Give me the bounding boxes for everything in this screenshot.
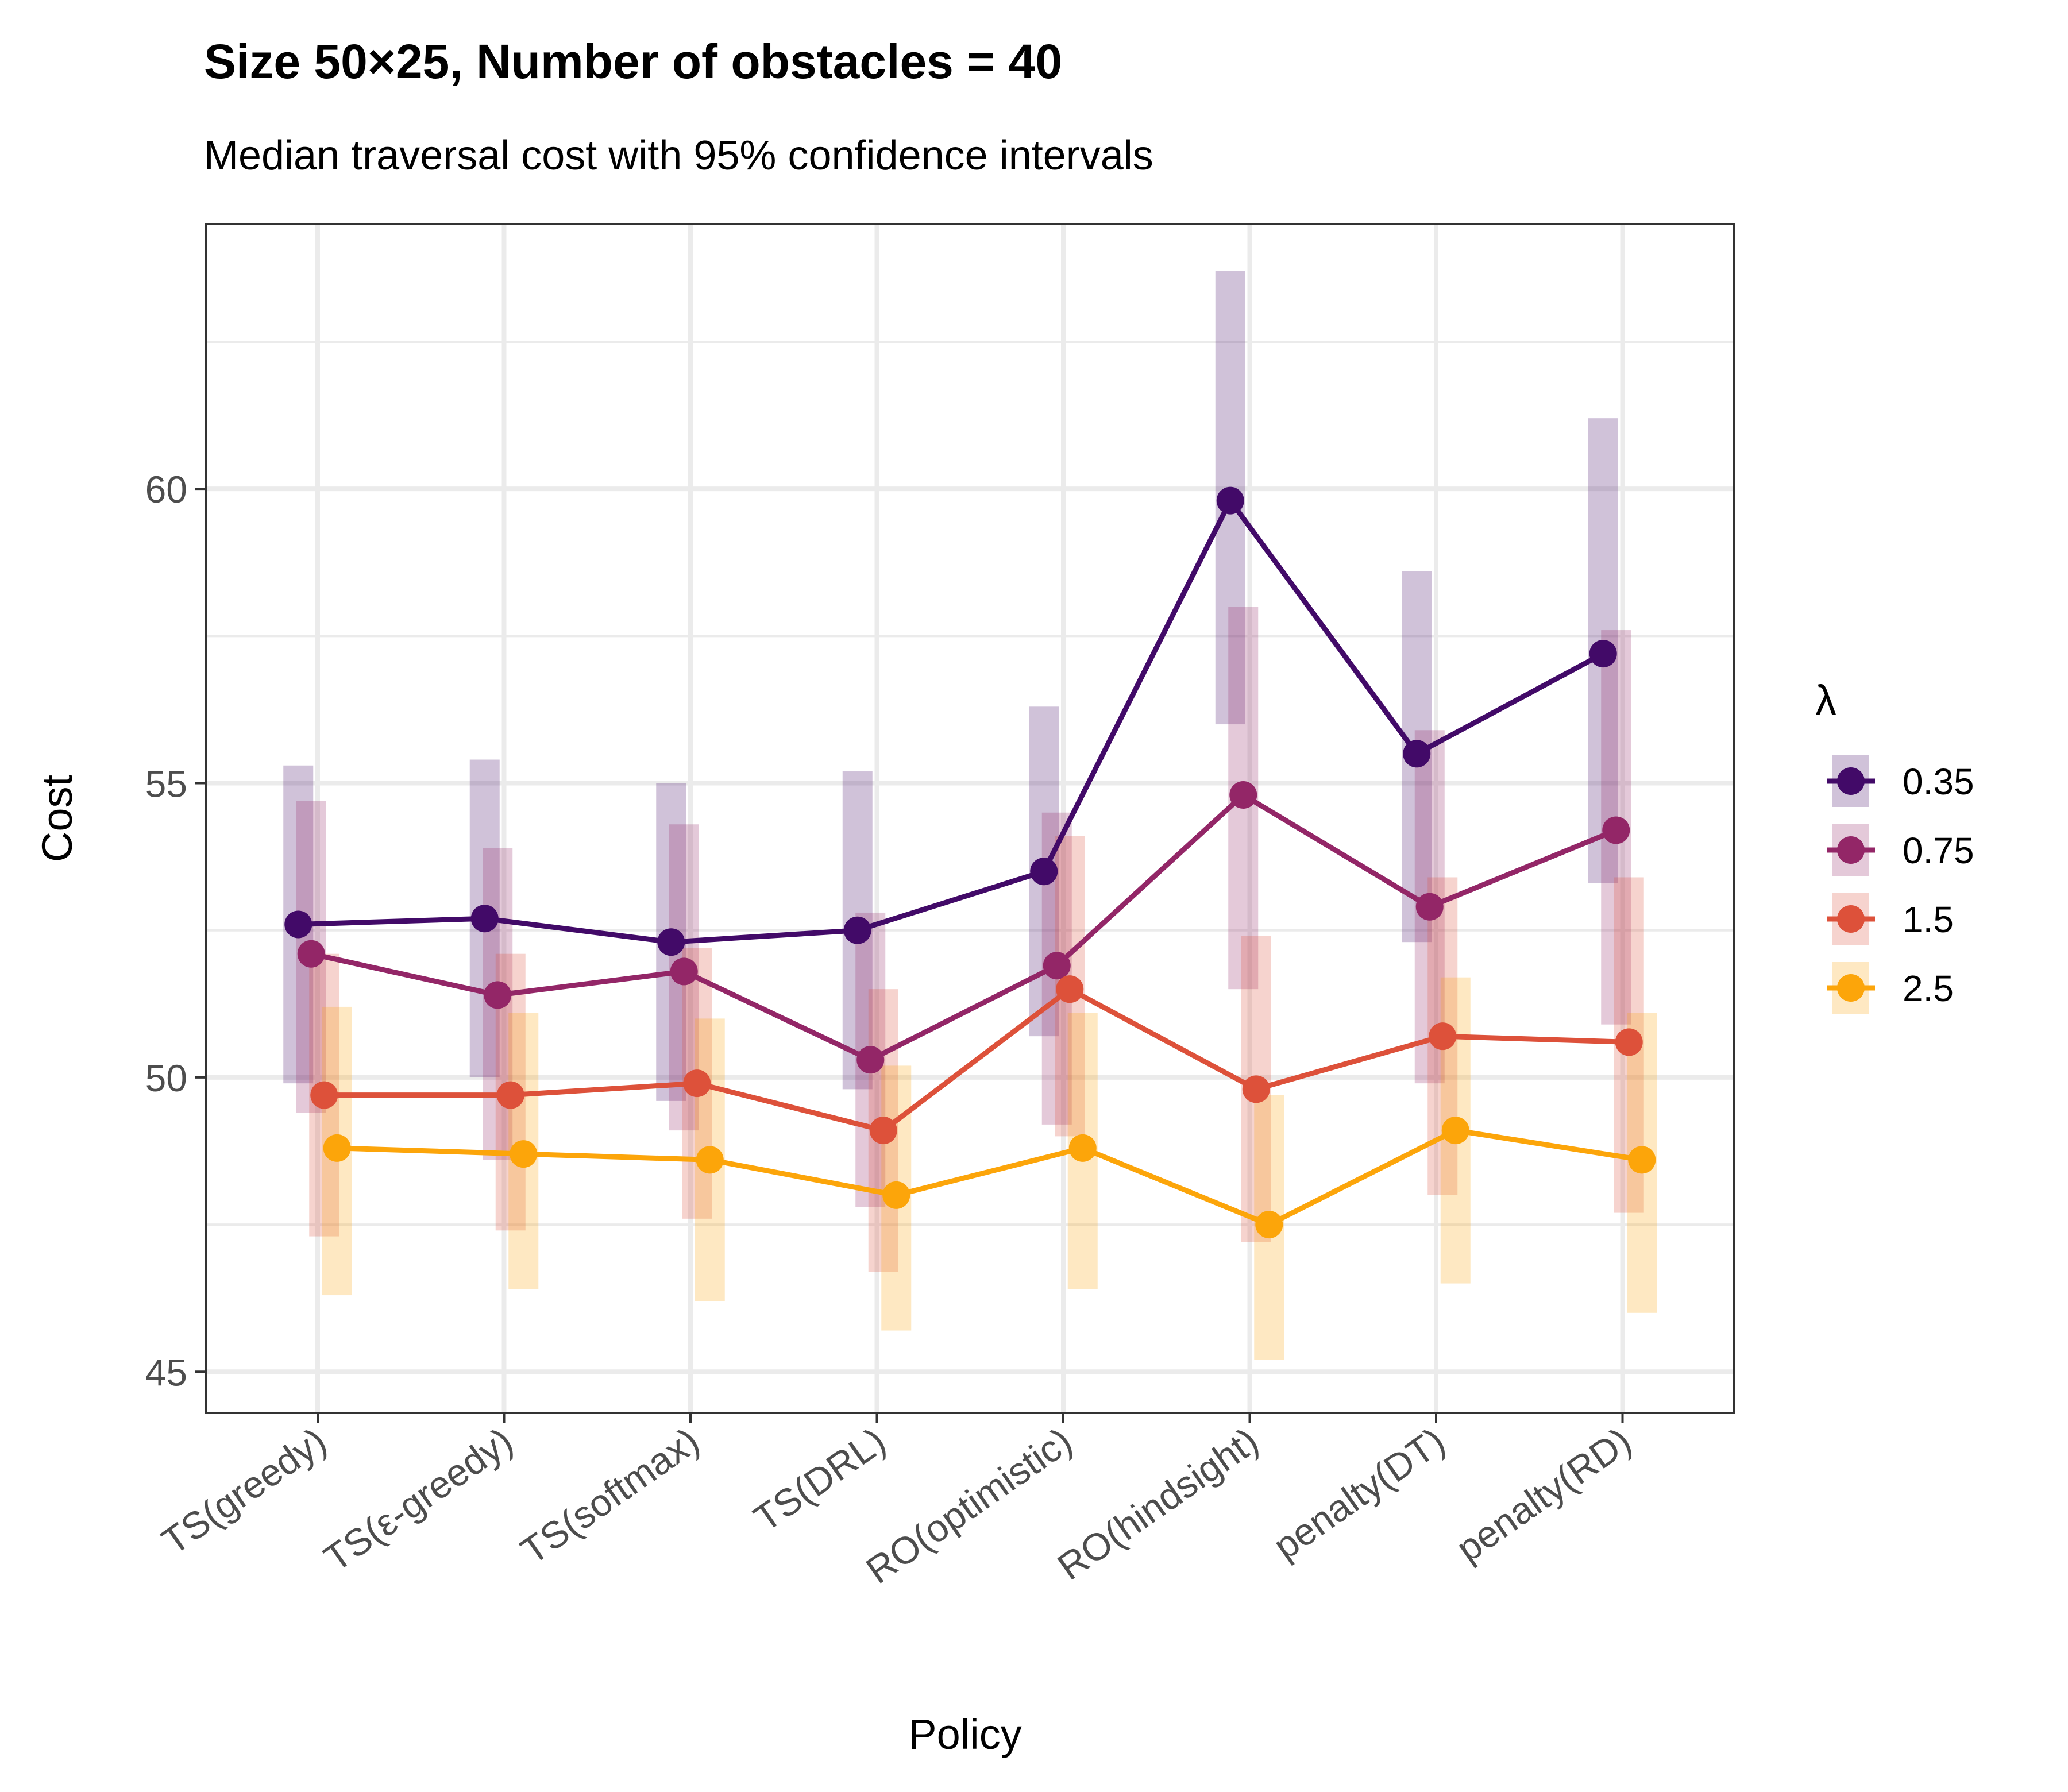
plot-area: 45 50 55 60 TS(greedy)TS(ε-greedy)TS(softmax… [145,223,1735,1592]
data-point [1056,975,1084,1003]
legend-title: λ [1815,677,1836,724]
y-axis-title: Cost [33,774,81,862]
data-point [1216,486,1244,515]
plot-border [205,223,1735,1414]
series-line [324,986,1629,1133]
data-point [484,981,512,1009]
data-point [470,905,499,933]
y-tick-label: 55 [145,763,187,805]
data-point [856,1046,885,1074]
series-line [298,498,1604,945]
data-point [843,916,871,944]
x-tick-label: penalty(RD) [1449,1419,1639,1570]
data-point [510,1140,538,1168]
y-tick-label: 50 [145,1057,187,1099]
series-line [310,792,1617,1063]
legend-key-point [1837,905,1865,933]
legend-label: 0.75 [1903,830,1974,871]
legend-label: 1.5 [1903,899,1954,940]
x-tick-label: RO(optimistic) [858,1419,1079,1592]
x-axis-title: Policy [908,1710,1021,1758]
data-point [1030,858,1058,886]
plot-background [206,224,1734,1413]
data-point [323,1134,351,1162]
legend-label: 2.5 [1903,968,1954,1009]
legend-key-point [1837,836,1865,864]
legend-label: 0.35 [1903,761,1974,802]
x-tick-label: TS(DRL) [746,1419,893,1540]
y-tick-label: 45 [145,1351,187,1393]
data-point [869,1117,897,1145]
data-point [284,910,312,939]
legend-key-point [1837,974,1865,1002]
x-tick-label: RO(hindsight) [1050,1419,1266,1588]
chart-subtitle: Median traversal cost with 95% confidenc… [204,133,1153,179]
x-tick-label: TS(greedy) [154,1419,334,1563]
data-point [882,1181,910,1209]
data-point [1255,1211,1283,1239]
data-point [1441,1117,1469,1145]
data-point [696,1146,724,1174]
data-point [1229,781,1257,809]
data-point [670,957,698,986]
series-line [337,1127,1642,1227]
y-tick-label: 60 [145,468,187,511]
x-tick-label: penalty(DT) [1266,1419,1452,1567]
x-tick-label: TS(softmax) [513,1419,707,1573]
data-point [310,1081,338,1109]
data-point [1242,1075,1270,1103]
data-point [1589,640,1617,668]
chart-title: Size 50×25, Number of obstacles = 40 [204,34,1062,88]
data-point [496,1081,524,1109]
data-point [297,940,325,968]
legend: λ 0.35 0.75 1.5 2.5 [1815,677,1974,1014]
data-point [1403,740,1431,768]
data-point [1602,816,1630,844]
data-point [1068,1134,1097,1162]
data-point [1628,1146,1656,1174]
data-point [1415,893,1444,921]
data-point [1043,952,1071,980]
legend-key-point [1837,767,1865,795]
x-tick-label: TS(ε-greedy) [317,1419,520,1579]
data-point [1615,1028,1643,1056]
data-point [657,928,685,956]
data-point [1429,1022,1457,1051]
data-point [683,1069,711,1098]
